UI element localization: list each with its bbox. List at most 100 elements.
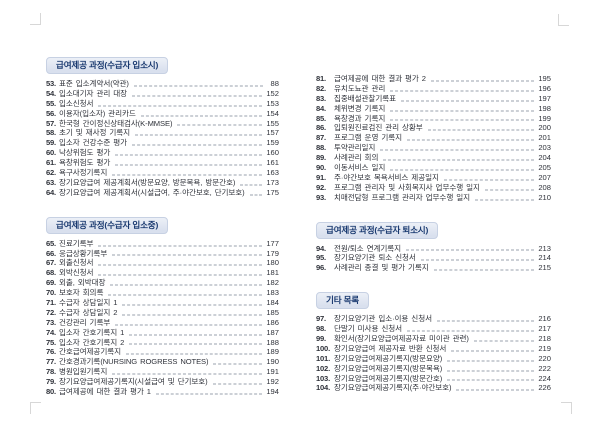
item-page: 210 — [538, 192, 551, 202]
toc-entry: 59. 입소자 건강수준 평가 159 — [46, 138, 279, 148]
toc-entry: 73. 건강관리 기록부 186 — [46, 318, 279, 328]
item-number: 91. — [316, 172, 326, 182]
dot-leader — [212, 383, 263, 385]
item-title: 욕창위험도 평가 — [59, 158, 111, 168]
toc-entry: 101. 장기요양급여제공기록지(방문요양) 220 — [316, 354, 551, 364]
item-title: 장기요양기관 입소·이용 신청서 — [334, 314, 432, 324]
item-title: 수급자 상담일지 1 — [59, 298, 118, 308]
item-title: 외박신청서 — [59, 268, 94, 278]
item-number: 69. — [46, 278, 56, 288]
toc-entry: 99. 확인서(장기요양급여제공자료 미이관 관련) 218 — [316, 334, 551, 344]
item-number: 67. — [46, 258, 56, 268]
dot-leader — [140, 115, 263, 117]
item-title: 사례관리 종결 및 평가 기록지 — [334, 263, 429, 273]
dot-leader — [129, 334, 263, 336]
item-title: 급여제공에 대한 결과 평가 2 — [334, 74, 426, 83]
item-title: 급여제공에 대한 결과 평가 1 — [59, 387, 151, 397]
item-page: 173 — [266, 177, 279, 187]
item-title: 입퇴원진료검진 관리 상황부 — [334, 123, 423, 133]
section-title: 급여제공 과정(수급자 입소중) — [56, 219, 159, 230]
dot-leader — [135, 134, 263, 136]
item-title: 장기요양급여제공기록지(방문목욕) — [334, 363, 443, 373]
item-title: 체위변경 기록지 — [334, 103, 386, 113]
item-number: 98. — [316, 324, 326, 334]
dot-leader — [406, 249, 535, 251]
toc-entry: 56. 이용자(입소자) 관리카드 154 — [46, 109, 279, 119]
dot-leader — [451, 350, 535, 352]
item-page: 196 — [538, 83, 551, 93]
toc-page-left: 급여제공 과정(수급자 입소시) 53. 표준 입소계약서(약관) 88 54.… — [46, 57, 279, 397]
dot-leader — [240, 184, 263, 186]
toc-entry: 66. 응급상황기록부 179 — [46, 249, 279, 259]
toc-entry: 89. 사례관리 회의 204 — [316, 153, 551, 163]
item-number: 86. — [316, 123, 326, 133]
toc-list: 94. 전원/퇴소 연계기록지 213 95. 장기요양기관 퇴소 신청서 21… — [316, 244, 551, 274]
item-title: 외출신청서 — [59, 258, 94, 268]
item-page: 179 — [266, 248, 279, 258]
item-page: 175 — [266, 187, 279, 197]
item-page: 155 — [266, 118, 279, 128]
dot-leader — [473, 340, 535, 342]
toc-list: 65. 진료기록부 177 66. 응급상황기록부 179 67. 외출신청서 … — [46, 239, 279, 397]
item-page: 226 — [538, 383, 551, 393]
item-title: 건강관리 기록부 — [59, 317, 111, 327]
item-number: 83. — [316, 93, 326, 103]
item-number: 60. — [46, 148, 56, 158]
item-number: 93. — [316, 192, 326, 202]
dot-leader — [112, 254, 263, 256]
item-title: 프로그램 관리자 및 사회복지사 업무수행 일지 — [334, 182, 480, 192]
item-page: 160 — [266, 148, 279, 158]
item-number: 80. — [46, 387, 56, 397]
dot-leader — [98, 245, 263, 247]
dot-leader — [129, 343, 263, 345]
item-title: 입소대기자 관리 대장 — [59, 88, 127, 98]
item-number: 71. — [46, 298, 56, 308]
item-page: 154 — [266, 108, 279, 118]
item-page: 203 — [538, 143, 551, 153]
dot-leader — [98, 274, 263, 276]
item-page: 183 — [266, 288, 279, 298]
toc-list: 81. 급여제공에 대한 결과 평가 2 195 82. 유치도뇨관 관리 19… — [316, 74, 551, 203]
dot-leader — [383, 159, 535, 161]
item-page: 207 — [538, 172, 551, 182]
item-title: 간호급여제공기록지 — [59, 347, 121, 357]
item-title: 장기요양급여 제공계획서(방문요양, 방문목욕, 방문간호) — [59, 177, 236, 187]
corner-mark-top-left — [30, 13, 41, 25]
item-title: 외출, 외박대장 — [59, 278, 106, 288]
item-page: 198 — [538, 103, 551, 113]
item-number: 56. — [46, 108, 56, 118]
item-title: 응급상황기록부 — [59, 248, 108, 258]
toc-entry: 88. 투약관리일지 203 — [316, 143, 551, 153]
item-title: 치매전담형 프로그램 관리자 업무수행 일지 — [334, 192, 470, 202]
item-page: 222 — [538, 363, 551, 373]
item-page: 200 — [538, 123, 551, 133]
item-title: 프로그램 운영 기록지 — [334, 133, 402, 143]
item-number: 77. — [46, 357, 56, 367]
toc-entry: 84. 체위변경 기록지 198 — [316, 104, 551, 114]
item-title: 초기 및 재사정 기록지 — [59, 128, 131, 138]
toc-entry: 63. 장기요양급여 제공계획서(방문요양, 방문목욕, 방문간호) 173 — [46, 178, 279, 188]
item-number: 78. — [46, 367, 56, 377]
section-header: 급여제공 과정(수급자 입소중) — [46, 216, 169, 234]
toc-entry: 60. 낙상위험도 평가 160 — [46, 148, 279, 158]
item-page: 199 — [538, 113, 551, 123]
toc-section: 급여제공 과정(수급자 입소시) 53. 표준 입소계약서(약관) 88 54.… — [46, 57, 279, 198]
item-title: 낙상위험도 평가 — [59, 148, 111, 158]
item-number: 59. — [46, 138, 56, 148]
dot-leader — [484, 189, 535, 191]
dot-leader — [249, 194, 263, 196]
dot-leader — [400, 100, 535, 102]
dot-leader — [407, 330, 535, 332]
dot-leader — [475, 199, 535, 201]
dot-leader — [110, 284, 263, 286]
toc-entry: 72. 수급자 상담일지 2 185 — [46, 308, 279, 318]
item-number: 84. — [316, 103, 326, 113]
item-page: 159 — [266, 138, 279, 148]
toc-entry: 80. 급여제공에 대한 결과 평가 1 194 — [46, 387, 279, 397]
toc-entry: 87. 프로그램 운영 기록지 201 — [316, 133, 551, 143]
toc-entry: 78. 병원입원기록지 191 — [46, 367, 279, 377]
item-title: 유치도뇨관 관리 — [334, 83, 386, 93]
toc-entry: 98. 단말기 미사용 신청서 217 — [316, 324, 551, 334]
item-number: 62. — [46, 168, 56, 178]
toc-entry: 103. 장기요양급여제공기록지(방문간호) 224 — [316, 374, 551, 384]
